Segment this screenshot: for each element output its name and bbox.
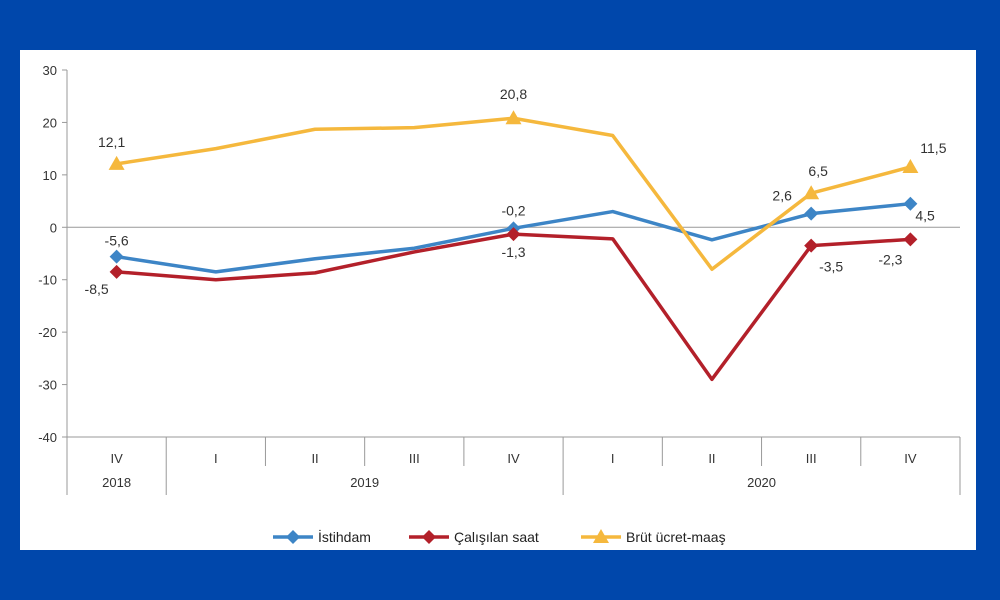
- y-tick-label: -40: [38, 430, 57, 445]
- y-tick-label: 30: [43, 63, 57, 78]
- x-tick-label: III: [409, 451, 420, 466]
- legend-item-1: Çalışılan saat: [409, 529, 539, 545]
- x-tick-label: I: [214, 451, 218, 466]
- year-label: 2018: [102, 475, 131, 490]
- data-label: 11,5: [920, 140, 946, 156]
- legend: İstihdam Çalışılan saat Brüt ücret-maaş: [273, 528, 726, 545]
- data-label: -0,2: [501, 202, 525, 218]
- y-tick-label: -10: [38, 273, 57, 288]
- data-point: [506, 227, 521, 242]
- year-label: 2020: [747, 475, 776, 490]
- legend-label: Brüt ücret-maaş: [626, 529, 726, 545]
- y-tick-label: 10: [43, 168, 57, 183]
- legend-label: Çalışılan saat: [454, 529, 539, 545]
- data-label: 4,5: [915, 208, 935, 224]
- y-tick-label: -20: [38, 325, 57, 340]
- y-tick-label: 0: [50, 220, 57, 235]
- x-tick-label: IV: [507, 451, 520, 466]
- data-point: [109, 264, 124, 279]
- x-tick-label: II: [708, 451, 715, 466]
- legend-label: İstihdam: [318, 528, 371, 545]
- data-point: [803, 185, 820, 200]
- x-tick-label: I: [611, 451, 615, 466]
- data-label: 20,8: [500, 86, 527, 102]
- data-point: [804, 238, 819, 253]
- year-label: 2019: [350, 475, 379, 490]
- data-point: [902, 158, 919, 173]
- x-tick-label: IV: [904, 451, 917, 466]
- x-tick-label: III: [806, 451, 817, 466]
- y-tick-label: 20: [43, 115, 57, 130]
- chart-panel: 30 20 10 0 -10 -20 -30 -40 IV I II III IV I II III IV 201…: [20, 50, 976, 550]
- data-point: [286, 530, 300, 544]
- data-label: -3,5: [819, 259, 843, 275]
- data-point: [903, 196, 918, 211]
- series-layer: [108, 110, 919, 382]
- data-label: 12,1: [98, 134, 125, 150]
- data-point: [903, 232, 918, 247]
- data-label: -2,3: [878, 251, 902, 267]
- data-point: [804, 206, 819, 221]
- data-label: -5,6: [105, 233, 129, 249]
- series-1: [109, 227, 918, 382]
- legend-item-0: İstihdam: [273, 528, 371, 545]
- data-point: [505, 110, 522, 125]
- data-point: [108, 155, 125, 170]
- x-tick-label: II: [311, 451, 318, 466]
- x-tick-label: IV: [110, 451, 123, 466]
- data-point: [422, 530, 436, 544]
- data-label: 2,6: [772, 188, 792, 204]
- data-point: [109, 249, 124, 264]
- data-label: -8,5: [85, 281, 109, 297]
- series-2: [108, 110, 919, 271]
- data-label: -1,3: [501, 244, 525, 260]
- y-tick-label: -30: [38, 378, 57, 393]
- data-point: [593, 529, 609, 543]
- data-label: 6,5: [808, 163, 828, 179]
- data-labels: -5,6 -0,2 2,6 4,5 -8,5 -1,3 -3,5 -2,3 12,1 20,8 6,…: [85, 86, 947, 297]
- legend-item-2: Brüt ücret-maaş: [581, 529, 726, 545]
